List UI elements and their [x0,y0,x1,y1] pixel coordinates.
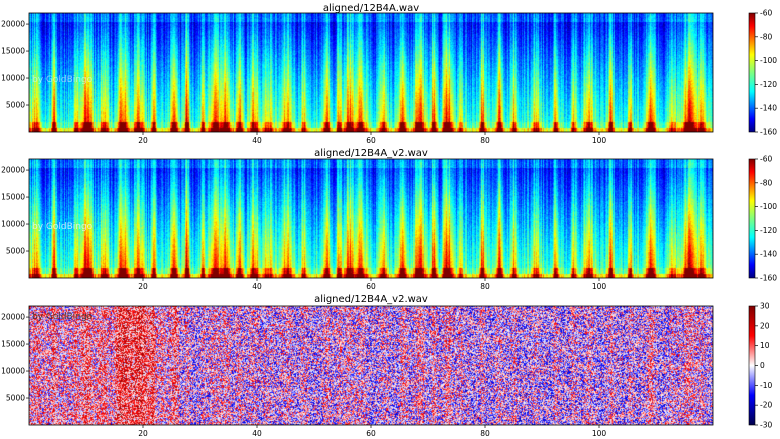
colorbar-tick-label: -10 [760,381,772,390]
y-tick-label: 10000 [1,74,25,83]
panel-3-x-ticks: 20 40 60 80 100 [138,425,606,438]
x-tick-label: 20 [138,136,148,145]
panel-2-watermark: by GoldBingo [32,222,93,232]
x-tick-label: 80 [480,282,490,291]
x-tick-label: 20 [138,429,148,438]
spectrogram-2 [29,159,713,278]
colorbar-3-ticks: 30 20 10 0 -10 -20 -30 [755,302,772,430]
x-tick-label: 40 [252,429,262,438]
y-tick-label: 15000 [1,340,25,349]
colorbar-tick-label: 20 [760,321,770,330]
colorbar-tick-label: -140 [760,104,777,113]
x-tick-label: 80 [480,429,490,438]
panel-1-y-ticks: 5000 10000 15000 20000 [1,20,29,110]
colorbar-tick-label: -120 [760,226,777,235]
x-tick-label: 40 [252,282,262,291]
panel-3-y-ticks: 5000 10000 15000 20000 [1,313,29,403]
panel-2-y-ticks: 5000 10000 15000 20000 [1,166,29,256]
colorbar-tick-label: -160 [760,274,777,283]
y-tick-label: 5000 [6,247,25,256]
colorbar-1 [748,12,756,133]
colorbar-tick-label: 10 [760,341,770,350]
panel-3-watermark: by GoldBingo [32,312,93,322]
panel-1-title: aligned/12B4A.wav [323,3,419,14]
panel-2: aligned/12B4A_v2.wav by GoldBingo 20 40 60… [1,148,777,291]
x-tick-label: 100 [592,429,607,438]
x-tick-label: 80 [480,136,490,145]
y-tick-label: 20000 [1,313,25,322]
panel-2-x-ticks: 20 40 60 80 100 [138,278,606,291]
colorbar-tick-label: -20 [760,401,772,410]
x-tick-label: 100 [592,136,607,145]
y-tick-label: 20000 [1,20,25,29]
colorbar-tick-label: 0 [760,361,765,370]
colorbar-tick-label: -30 [760,421,772,430]
x-tick-label: 60 [366,282,376,291]
panel-3: aligned/12B4A_v2.wav by GoldBingo 20 40 60… [1,294,772,438]
panel-1: aligned/12B4A.wav by GoldBingo 20 40 60 80 1… [1,3,777,145]
y-tick-label: 15000 [1,47,25,56]
colorbar-2 [748,158,756,279]
colorbar-tick-label: -80 [760,178,772,187]
colorbar-tick-label: -140 [760,250,777,259]
colorbar-tick-label: -80 [760,32,772,41]
colorbar-1-ticks: -60 -80 -100 -120 -140 -160 [755,9,777,137]
x-tick-label: 100 [592,282,607,291]
y-tick-label: 20000 [1,166,25,175]
x-tick-label: 20 [138,282,148,291]
panel-3-title: aligned/12B4A_v2.wav [314,294,428,305]
colorbar-2-ticks: -60 -80 -100 -120 -140 -160 [755,155,777,283]
y-tick-label: 5000 [6,394,25,403]
panel-1-x-ticks: 20 40 60 80 100 [138,132,606,145]
y-tick-label: 15000 [1,193,25,202]
y-tick-label: 5000 [6,101,25,110]
colorbar-tick-label: -100 [760,56,777,65]
x-tick-label: 40 [252,136,262,145]
y-tick-label: 10000 [1,220,25,229]
colorbar-tick-label: -120 [760,80,777,89]
panel-1-watermark: by GoldBingo [32,75,93,85]
panel-2-title: aligned/12B4A_v2.wav [314,148,428,159]
x-tick-label: 60 [366,429,376,438]
difference-map [29,306,713,425]
spectrogram-1 [29,13,713,132]
x-tick-label: 60 [366,136,376,145]
colorbar-tick-label: -100 [760,202,777,211]
colorbar-3 [748,305,756,426]
colorbar-tick-label: -160 [760,128,777,137]
y-tick-label: 10000 [1,367,25,376]
colorbar-tick-label: -60 [760,155,772,164]
colorbar-tick-label: -60 [760,9,772,18]
colorbar-tick-label: 30 [760,302,770,311]
